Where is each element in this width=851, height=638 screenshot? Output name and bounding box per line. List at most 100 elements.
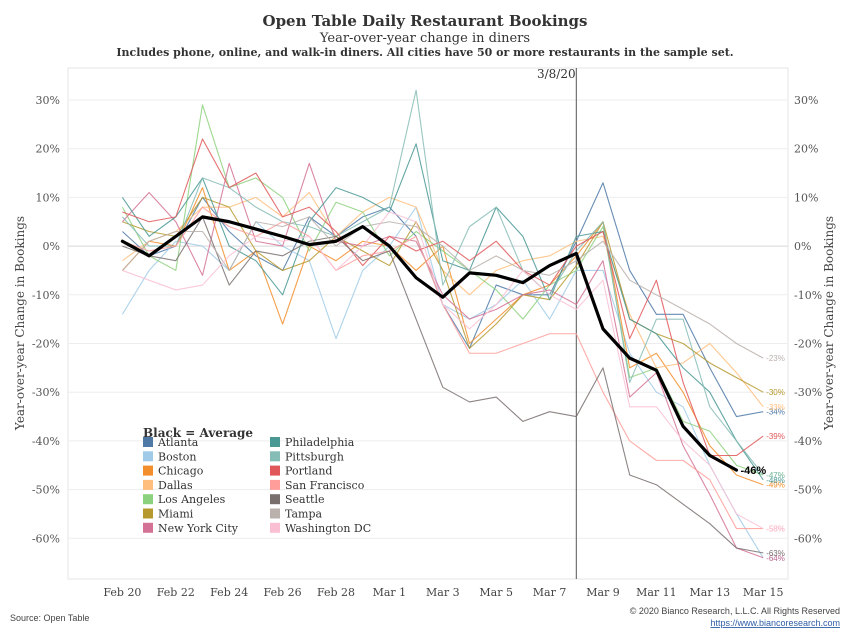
end-label: -63% <box>766 549 785 558</box>
y-tick-label-right: -60% <box>794 532 822 545</box>
y-tick-label-right: -40% <box>794 435 822 448</box>
copyright-note: © 2020 Bianco Research, L.L.C. All Right… <box>630 606 840 616</box>
x-tick-label: Mar 5 <box>479 586 513 599</box>
legend-title: Black = Average <box>143 426 253 440</box>
average-series: -46% <box>120 215 767 477</box>
x-tick-label: Feb 26 <box>264 586 302 599</box>
legend-swatch <box>270 508 280 519</box>
x-tick-label: Mar 9 <box>586 586 620 599</box>
series-line-portland <box>122 138 764 457</box>
legend-swatch <box>143 479 153 490</box>
y-tick-label-left: 10% <box>36 191 60 204</box>
legend-label: Los Angeles <box>158 493 226 506</box>
x-tick-label: Mar 1 <box>373 586 407 599</box>
legend-label: Chicago <box>158 465 204 478</box>
x-tick-label: Feb 24 <box>210 586 248 599</box>
y-tick-label-left: -60% <box>32 532 60 545</box>
y-axis-label-left: Year-over-year Change in Bookings <box>13 216 27 431</box>
end-label: -64% <box>766 554 785 563</box>
legend-label: Dallas <box>158 479 193 492</box>
legend-item: Philadelphia <box>270 436 355 449</box>
legend-label: Tampa <box>285 508 323 521</box>
y-tick-label-left: -20% <box>32 338 60 351</box>
y-tick-label-left: 0% <box>43 240 60 253</box>
y-tick-label-right: 30% <box>794 94 818 107</box>
x-tick-label: Feb 20 <box>103 586 141 599</box>
legend-label: Pittsburgh <box>285 450 344 463</box>
plot-area <box>67 67 789 580</box>
x-tick-label: Mar 15 <box>743 586 784 599</box>
legend-swatch <box>143 437 153 447</box>
end-label: -58% <box>766 525 785 534</box>
end-label: -49% <box>766 481 785 490</box>
series-line-dallas <box>122 191 764 408</box>
end-label: -34% <box>766 408 785 417</box>
legend-item: Miami <box>143 508 194 521</box>
legend-label: San Francisco <box>285 479 365 492</box>
end-label: -58% <box>766 525 785 534</box>
y-tick-label-right: -50% <box>794 484 822 497</box>
series-line-los-angeles <box>121 104 764 476</box>
y-tick-label-left: -30% <box>32 386 60 399</box>
end-label: -48% <box>766 476 785 485</box>
series-line-tampa <box>121 216 764 359</box>
website-link[interactable]: https://www.biancoresearch.com <box>710 618 840 628</box>
legend-item: Boston <box>143 450 196 463</box>
chart-subtitle: Year-over-year change in diners <box>319 31 530 46</box>
y-axis-left: 30% 20% 10% 0% -10% -20% -30% -40% -50% -60% <box>32 94 60 545</box>
legend-label: New York City <box>158 522 239 535</box>
y-tick-label-right: 20% <box>794 143 818 156</box>
legend-swatch <box>143 465 153 476</box>
series-lines <box>121 89 764 559</box>
legend-item: Seattle <box>270 493 324 506</box>
y-tick-label-right: -30% <box>794 386 822 399</box>
vline-marker: 3/8/20 <box>537 67 577 579</box>
series-line-chicago <box>121 187 764 486</box>
legend-swatch <box>270 522 280 533</box>
legend-swatch <box>270 465 280 476</box>
x-tick-label: Mar 13 <box>690 586 731 599</box>
y-tick-label-left: 30% <box>36 94 60 107</box>
legend-label: Seattle <box>285 493 324 506</box>
series-line-philadelphia <box>121 143 764 481</box>
legend-swatch <box>143 508 153 519</box>
legend-item: San Francisco <box>270 479 365 492</box>
legend-swatch <box>143 494 153 505</box>
y-tick-label-right: -10% <box>794 289 822 302</box>
average-end-label: -46% <box>741 465 767 477</box>
y-axis-label-right: Year-over-year Change in Bookings <box>822 216 836 431</box>
end-label: -39% <box>766 432 785 441</box>
legend-swatch <box>270 437 280 447</box>
legend-swatch <box>270 494 280 505</box>
x-tick-label: Feb 22 <box>157 586 195 599</box>
legend-label: Washington DC <box>285 522 371 535</box>
x-tick-label: Mar 7 <box>533 586 567 599</box>
legend-item: Pittsburgh <box>270 450 344 463</box>
chart-note: Includes phone, online, and walk-in dine… <box>116 46 733 59</box>
legend-swatch <box>270 479 280 490</box>
legend-label: Portland <box>285 465 332 478</box>
x-tick-label: Mar 3 <box>426 586 460 599</box>
chart-title: Open Table Daily Restaurant Bookings <box>263 12 588 30</box>
end-label: -47% <box>766 471 785 480</box>
legend-item: Atlanta <box>143 436 199 449</box>
legend-item: Los Angeles <box>143 493 226 506</box>
y-tick-label-left: -40% <box>32 435 60 448</box>
legend-label: Atlanta <box>157 436 199 449</box>
series-line-seattle <box>122 216 764 554</box>
end-label: -47% <box>766 471 785 480</box>
series-line-washington-dc <box>122 211 764 530</box>
legend-swatch <box>270 451 280 462</box>
legend-item: Portland <box>270 465 332 478</box>
legend-label: Philadelphia <box>285 436 355 449</box>
legend-item: Dallas <box>143 479 193 492</box>
y-tick-label-left: -50% <box>32 484 60 497</box>
source-note: Source: Open Table <box>10 613 89 623</box>
vline-label: 3/8/20 <box>537 67 576 81</box>
series-line-pittsburgh <box>121 89 764 476</box>
x-tick-label: Mar 11 <box>636 586 677 599</box>
y-tick-label-left: -10% <box>32 289 60 302</box>
legend-item: Washington DC <box>270 522 371 535</box>
